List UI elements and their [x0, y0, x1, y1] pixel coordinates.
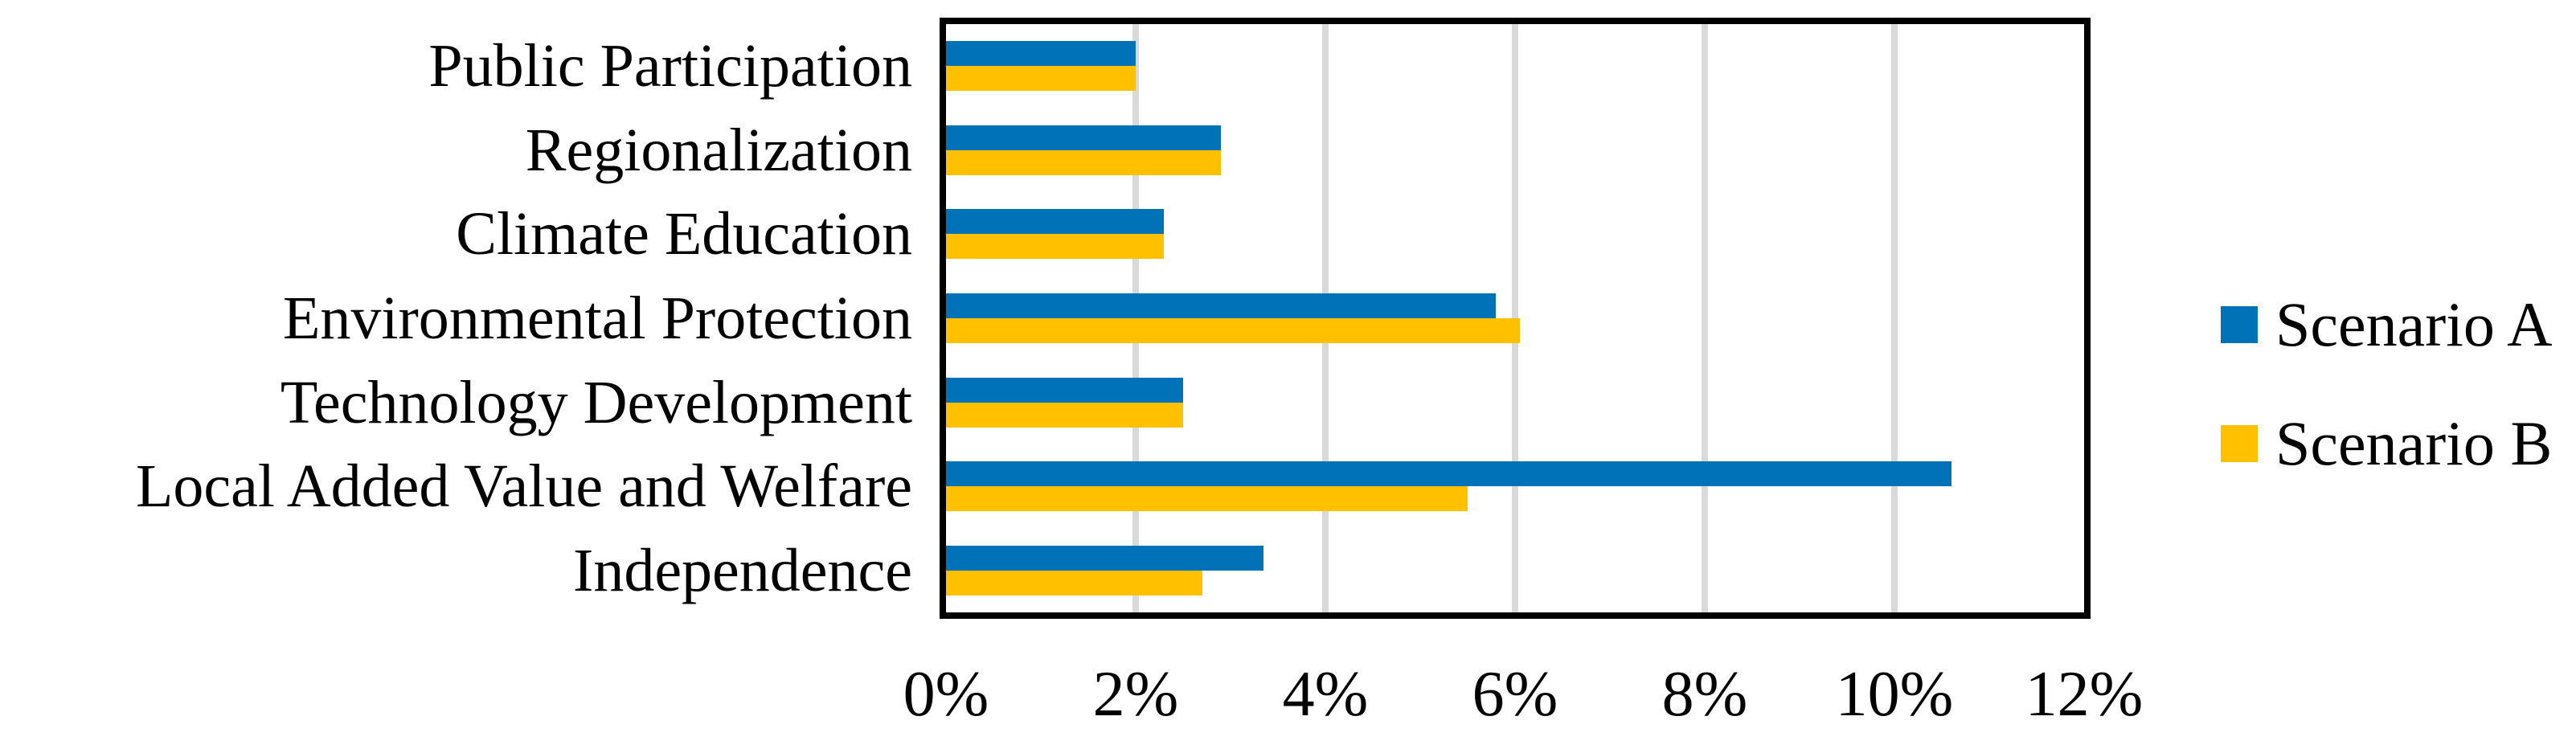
- plot-area: [940, 18, 2091, 619]
- x-tick-label: 8%: [1661, 659, 1748, 730]
- x-tick-label: 12%: [2025, 659, 2144, 730]
- gridline-6pct: [1512, 24, 1518, 612]
- x-tick-label: 4%: [1282, 659, 1369, 730]
- legend-label-scenario-b: Scenario B: [2275, 408, 2553, 478]
- legend: Scenario A Scenario B: [2221, 283, 2552, 485]
- bars-layer: [946, 24, 2084, 612]
- bar-scenario-a: [946, 293, 1497, 319]
- category-label: Environmental Protection: [282, 284, 912, 353]
- category-band: [946, 192, 2084, 276]
- category-band: [946, 528, 2084, 612]
- bar-scenario-a: [946, 209, 1165, 235]
- bar-scenario-a: [946, 545, 1264, 571]
- category-label: Regionalization: [525, 116, 912, 184]
- bar-scenario-a: [946, 41, 1136, 67]
- legend-label-scenario-a: Scenario A: [2275, 289, 2553, 359]
- bar-scenario-b: [946, 66, 1136, 92]
- x-tick-label: 10%: [1835, 659, 1954, 730]
- gridline-10pct: [1891, 24, 1898, 612]
- scenario-a-swatch-icon: [2221, 306, 2258, 343]
- bar-scenario-b: [946, 149, 1222, 175]
- category-band: [946, 276, 2084, 361]
- bar-scenario-b: [946, 486, 1468, 512]
- bar-scenario-a: [946, 377, 1183, 403]
- x-tick-label: 2%: [1092, 659, 1179, 730]
- category-band: [946, 108, 2084, 193]
- category-label: Independence: [573, 536, 912, 604]
- x-tick-label: 6%: [1472, 659, 1558, 730]
- bar-scenario-b: [946, 402, 1183, 428]
- gridline-8pct: [1702, 24, 1708, 612]
- x-tick-label: 0%: [903, 659, 989, 730]
- bar-scenario-b: [946, 570, 1202, 596]
- bar-scenario-b: [946, 318, 1520, 344]
- legend-item-scenario-a: Scenario A: [2221, 283, 2552, 366]
- bar-scenario-a: [946, 125, 1222, 150]
- category-band: [946, 24, 2084, 108]
- legend-item-scenario-b: Scenario B: [2221, 402, 2552, 485]
- category-label: Technology Development: [280, 368, 912, 436]
- category-label: Public Participation: [428, 32, 912, 100]
- category-label: Local Added Value and Welfare: [135, 452, 912, 521]
- category-band: [946, 360, 2084, 444]
- category-labels: Public Participation Regionalization Clima…: [0, 24, 912, 612]
- bar-scenario-b: [946, 234, 1165, 260]
- x-axis-labels: 0% 2% 4% 6% 8% 10% 12%: [903, 659, 2144, 743]
- bar-scenario-a: [946, 461, 1951, 487]
- scenario-b-swatch-icon: [2221, 425, 2258, 462]
- category-band: [946, 444, 2084, 529]
- category-label: Climate Education: [456, 200, 912, 268]
